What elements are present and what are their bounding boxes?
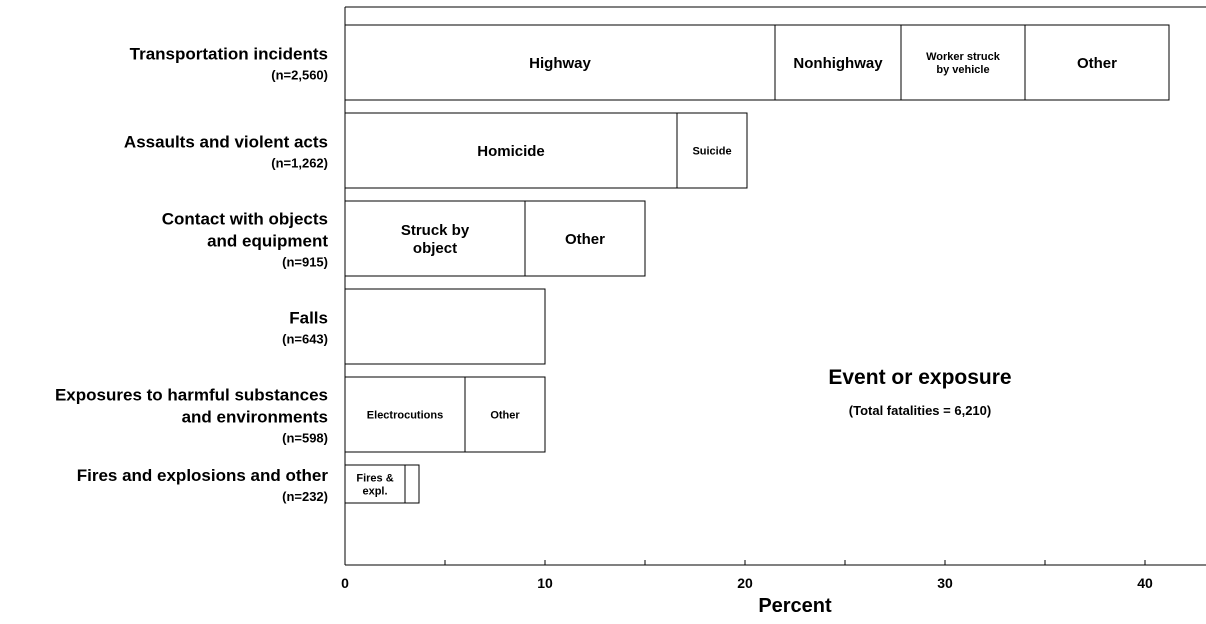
bar-segment [404, 464, 420, 504]
category-name: Transportation incidents [130, 45, 328, 64]
bar-segment [900, 24, 1026, 101]
segment-label: Other [1077, 55, 1117, 72]
bar-row: Highway Nonhighway Worker struck by vehicle… [344, 24, 1170, 101]
bar-row [344, 288, 546, 365]
category-count: (n=1,262) [271, 156, 328, 171]
segment-label: Suicide [692, 145, 731, 157]
category-name: and environments [182, 408, 328, 427]
bar-segment [774, 24, 902, 101]
bar-segment [344, 376, 466, 453]
bar-segment [524, 200, 646, 277]
x-tick-label: 0 [341, 575, 349, 591]
category-name: Fires and explosions and other [77, 466, 329, 485]
segment-label: Nonhighway [793, 55, 883, 72]
bar-row: Struck by object Other [344, 200, 646, 277]
bar-segment [1024, 24, 1170, 101]
x-tick-label: 30 [937, 575, 953, 591]
category-count: (n=2,560) [271, 68, 328, 83]
segment-label: Homicide [477, 143, 545, 160]
category-count: (n=598) [282, 431, 328, 446]
segment-label: Electrocutions [367, 409, 443, 421]
bar-segment [344, 200, 526, 277]
annotation-title: Event or exposure [828, 366, 1011, 389]
category-count: (n=232) [282, 489, 328, 504]
x-tick-label: 10 [537, 575, 553, 591]
bar-segment [676, 112, 748, 189]
annotation-subtitle: (Total fatalities = 6,210) [849, 403, 991, 418]
segment-label: Other [490, 409, 520, 421]
segment-label: Highway [529, 55, 591, 72]
category-count: (n=915) [282, 255, 328, 270]
x-tick-label: 20 [737, 575, 753, 591]
bar-segment [344, 288, 546, 365]
category-name: and equipment [207, 232, 328, 251]
segment-label: Fires & expl. [356, 472, 393, 497]
category-label: Fires and explosions and other (n=232) [77, 466, 329, 504]
bar-segment [464, 376, 546, 453]
category-label: Falls (n=643) [282, 309, 328, 347]
segment-label: Worker struck by vehicle [926, 51, 1001, 76]
x-axis: 0 10 20 30 40 [341, 560, 1153, 591]
category-label: Exposures to harmful substances and envir… [55, 386, 328, 446]
x-axis-label: Percent [758, 595, 832, 617]
category-name: Assaults and violent acts [124, 133, 328, 152]
bar-row: Electrocutions Other [344, 376, 546, 453]
category-label: Transportation incidents (n=2,560) [130, 45, 328, 83]
category-label: Contact with objects and equipment (n=915) [162, 210, 329, 270]
category-name: Falls [289, 309, 328, 328]
category-labels: Transportation incidents (n=2,560) Assault… [55, 45, 328, 505]
bar-rows: Highway Nonhighway Worker struck by vehicle… [344, 24, 1170, 504]
category-name: Contact with objects [162, 210, 328, 229]
category-count: (n=643) [282, 332, 328, 347]
x-tick-label: 40 [1137, 575, 1153, 591]
segment-label: Other [565, 231, 605, 248]
category-label: Assaults and violent acts (n=1,262) [124, 133, 328, 171]
segment-label: Struck by object [401, 222, 470, 257]
bar-row: Homicide Suicide [344, 112, 748, 189]
bar-segment [344, 24, 776, 101]
category-name: Exposures to harmful substances [55, 386, 328, 405]
bar-row: Fires & expl. [344, 464, 420, 504]
